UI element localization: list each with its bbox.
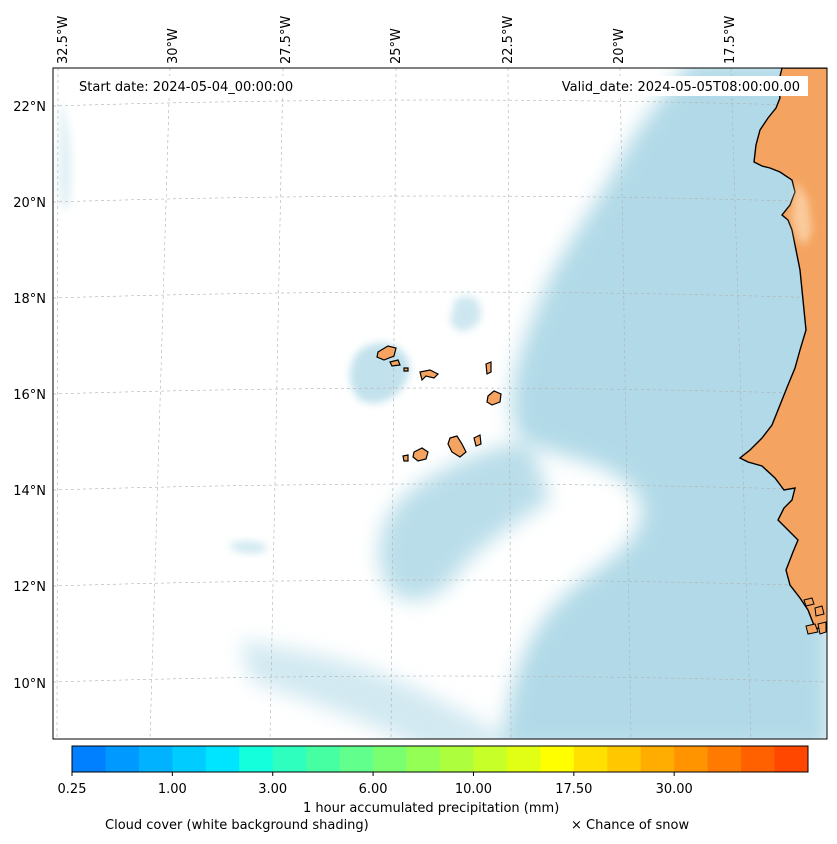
meridian — [269, 68, 284, 739]
colorbar-swatch — [339, 746, 374, 772]
meridian — [619, 68, 632, 739]
start-date-box — [72, 76, 314, 96]
lon-label: 32.5°W — [56, 16, 71, 64]
parallel — [53, 483, 827, 491]
bijagos-island — [803, 597, 815, 607]
cloud-band-southwest — [240, 640, 508, 739]
valid-date-box — [538, 76, 808, 96]
colorbar-swatch — [573, 746, 608, 772]
lon-label: 17.5°W — [723, 16, 738, 64]
lon-label: 22.5°W — [501, 16, 516, 64]
colorbar-swatch — [640, 746, 675, 772]
lat-label: 10°N — [13, 677, 46, 692]
colorbar-swatch — [239, 746, 274, 772]
meridian — [390, 68, 397, 739]
island-sao-vicente — [389, 359, 401, 367]
colorbar-swatch — [707, 746, 742, 772]
colorbar-swatch — [72, 746, 106, 772]
cloud-patch-west — [450, 296, 481, 332]
colorbar-frame — [71, 745, 809, 773]
lon-label: 30°W — [166, 28, 181, 64]
colorbar-swatch — [172, 746, 207, 772]
lat-label: 16°N — [13, 388, 46, 403]
lat-label: 18°N — [13, 292, 46, 307]
graticule — [53, 68, 827, 739]
island-brava — [402, 454, 409, 462]
cape-verde-islands — [376, 345, 502, 462]
latitude-labels: 22°N 20°N 18°N 16°N 14°N 12°N 10°N — [13, 100, 46, 692]
island-sao-nicolau — [419, 369, 440, 382]
parallel — [53, 675, 827, 683]
colorbar-swatch — [205, 746, 240, 772]
lat-label: 14°N — [13, 484, 46, 499]
cloud-band-east — [501, 68, 827, 739]
parallel — [53, 195, 827, 203]
lat-label: 12°N — [13, 580, 46, 595]
colorbar-tick-label: 17.50 — [555, 782, 592, 797]
valid-date-label: Valid_date: 2024-05-05T08:00:00.00 — [562, 80, 800, 95]
meridian — [149, 68, 171, 739]
bijagos-island — [817, 621, 827, 635]
parallel — [53, 579, 827, 587]
meridian — [56, 68, 59, 739]
meridian — [507, 68, 512, 739]
colorbar-swatch — [138, 746, 173, 772]
colorbar-swatch — [506, 746, 541, 772]
colorbar-swatch — [774, 746, 809, 772]
island-santa-luzia — [403, 367, 409, 372]
colorbar-tick-label: 3.00 — [258, 782, 287, 797]
bijagos-island — [805, 623, 819, 635]
cloud-band-south — [379, 440, 550, 601]
colorbar-swatch — [674, 746, 709, 772]
parallel — [53, 99, 827, 107]
island-maio — [473, 434, 482, 447]
cloud-cover-legend: Cloud cover (white background shading) — [105, 818, 369, 833]
bijagos-island — [814, 605, 825, 617]
map-frame — [52, 67, 828, 740]
island-fogo — [412, 447, 429, 462]
colorbar-swatch — [373, 746, 408, 772]
snow-legend: × Chance of snow — [571, 818, 690, 833]
colorbar-tick-label: 6.00 — [359, 782, 388, 797]
colorbar-tick-label: 0.25 — [58, 782, 87, 797]
colorbar-swatch — [741, 746, 776, 772]
precipitation-colorbar — [72, 746, 809, 772]
longitude-labels: 32.5°W 30°W 27.5°W 25°W 22.5°W 20°W 17.5… — [56, 16, 738, 64]
cloud-patch-southwest-small — [228, 540, 268, 554]
colorbar-swatch — [272, 746, 307, 772]
colorbar-tick-label: 10.00 — [455, 782, 492, 797]
colorbar-ticks: 0.25 1.00 3.00 6.00 10.00 17.50 30.00 — [58, 772, 693, 797]
colorbar-swatch — [306, 746, 341, 772]
island-sal — [485, 361, 492, 375]
lon-label: 27.5°W — [279, 16, 294, 64]
colorbar-swatch — [406, 746, 441, 772]
colorbar-label: 1 hour accumulated precipitation (mm) — [303, 801, 560, 816]
cloud-cover-shading — [58, 68, 827, 739]
start-date-label: Start date: 2024-05-04_00:00:00 — [79, 80, 293, 95]
parallel — [53, 387, 827, 395]
island-santo-antao — [376, 345, 397, 361]
colorbar-swatch — [473, 746, 508, 772]
colorbar-tick-label: 30.00 — [656, 782, 693, 797]
colorbar-tick-label: 1.00 — [158, 782, 187, 797]
lat-label: 20°N — [13, 196, 46, 211]
cloud-streak-west — [58, 100, 72, 211]
africa-land-sahara-highlight — [792, 180, 812, 245]
colorbar-swatch — [440, 746, 474, 772]
island-santiago — [447, 435, 467, 458]
colorbar-swatch — [607, 746, 642, 772]
lon-label: 25°W — [389, 28, 404, 64]
colorbar-swatch — [540, 746, 575, 772]
lon-label: 20°W — [612, 28, 627, 64]
meridian — [730, 68, 752, 739]
colorbar-swatch — [105, 746, 140, 772]
parallel — [53, 291, 827, 299]
lat-label: 22°N — [13, 100, 46, 115]
island-boa-vista — [486, 390, 502, 406]
